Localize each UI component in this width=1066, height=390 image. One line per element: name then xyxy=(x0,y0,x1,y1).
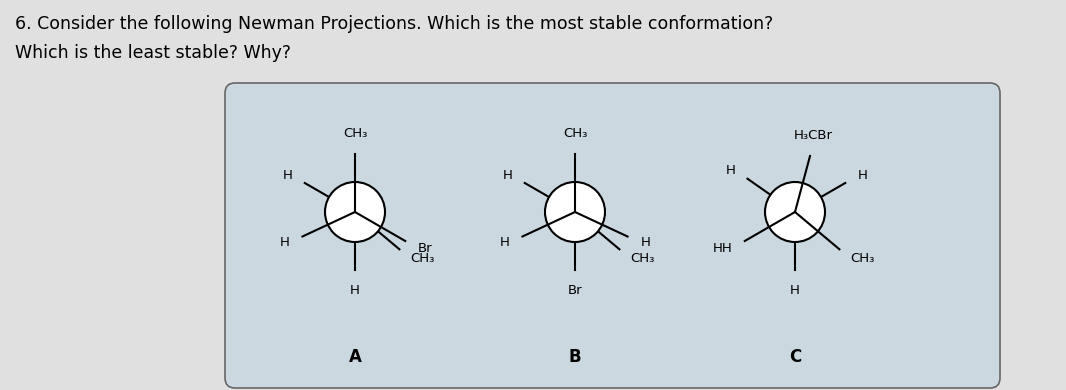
Text: Br: Br xyxy=(418,241,432,255)
Text: H: H xyxy=(857,170,868,183)
Text: CH₃: CH₃ xyxy=(563,127,587,140)
Text: H: H xyxy=(280,236,290,249)
Text: C: C xyxy=(789,348,802,366)
FancyBboxPatch shape xyxy=(225,83,1000,388)
Text: Br: Br xyxy=(568,284,582,297)
Text: H: H xyxy=(350,284,360,297)
Text: A: A xyxy=(349,348,361,366)
Text: 6. Consider the following Newman Projections. Which is the most stable conformat: 6. Consider the following Newman Project… xyxy=(15,15,773,33)
Text: Which is the least stable? Why?: Which is the least stable? Why? xyxy=(15,44,291,62)
Text: CH₃: CH₃ xyxy=(630,252,655,265)
Text: CH₃: CH₃ xyxy=(343,127,367,140)
Text: B: B xyxy=(568,348,581,366)
Circle shape xyxy=(765,182,825,242)
Text: CH₃: CH₃ xyxy=(851,252,874,265)
Circle shape xyxy=(545,182,605,242)
Text: H: H xyxy=(282,170,293,183)
Text: H: H xyxy=(790,284,800,297)
Text: H: H xyxy=(500,236,510,249)
Text: H: H xyxy=(641,236,650,249)
Text: H₃CBr: H₃CBr xyxy=(794,129,834,142)
Text: H: H xyxy=(503,170,513,183)
Circle shape xyxy=(325,182,385,242)
Text: HH: HH xyxy=(713,241,732,255)
Text: CH₃: CH₃ xyxy=(410,252,435,265)
Text: H: H xyxy=(726,164,736,177)
